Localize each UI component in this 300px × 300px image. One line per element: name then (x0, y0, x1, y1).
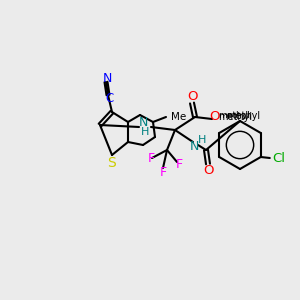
Text: O: O (209, 110, 219, 122)
Text: O: O (203, 164, 213, 178)
Text: H: H (141, 127, 149, 137)
Text: S: S (108, 156, 116, 170)
Text: F: F (147, 152, 155, 166)
Text: H: H (198, 135, 206, 145)
Text: methyl: methyl (218, 112, 250, 121)
Text: O: O (187, 89, 197, 103)
Text: F: F (176, 158, 183, 170)
Text: N: N (189, 140, 199, 154)
Text: methyl: methyl (218, 112, 252, 122)
Text: methyl: methyl (226, 111, 260, 121)
Text: C: C (106, 92, 114, 104)
Text: Me: Me (171, 112, 186, 122)
Text: Cl: Cl (272, 152, 285, 166)
Text: N: N (138, 116, 148, 130)
Text: F: F (159, 166, 167, 178)
Text: N: N (102, 71, 112, 85)
